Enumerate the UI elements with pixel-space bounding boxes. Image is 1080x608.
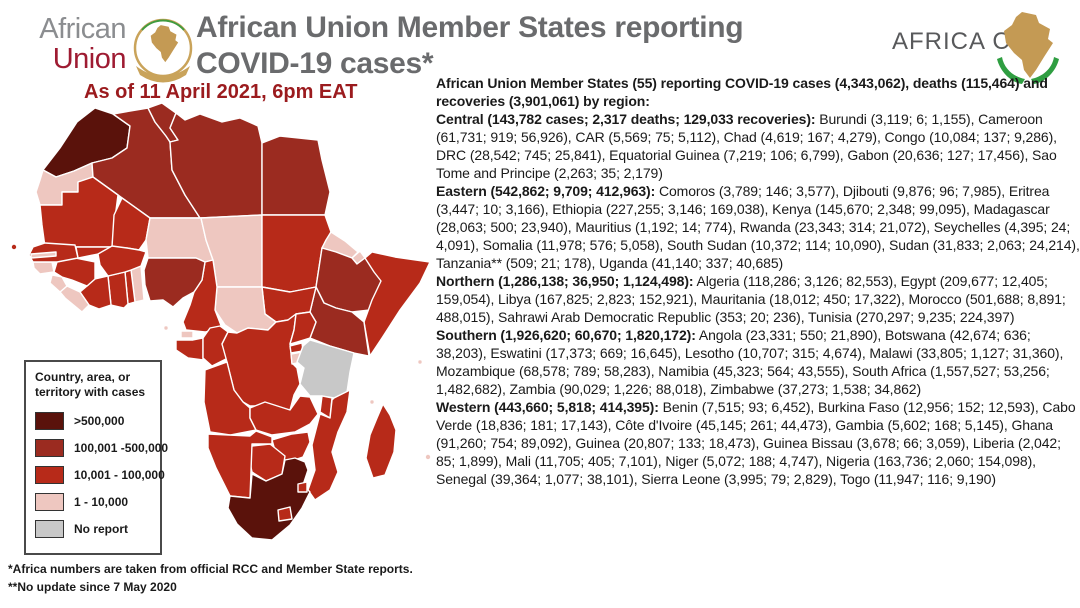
region-paragraph-northern: Northern (1,286,138; 36,950; 1,124,498):… [436,273,1066,325]
country-zambia [249,395,319,436]
legend-label: >500,000 [74,414,125,428]
legend-item: 100,001 -500,000 [35,439,168,457]
page-title-line1: African Union Member States reporting [196,11,744,44]
country-burkina-faso [97,245,147,277]
country-seychelles [417,359,423,365]
report-intro: African Union Member States (55) reporti… [436,75,1048,109]
footnote-2: **No update since 7 May 2020 [8,580,177,594]
africa-choropleth-map [0,100,440,570]
as-of-date: As of 11 April 2021, 6pm EAT [84,81,358,103]
country-cabo-verde [11,244,17,250]
country-sierra-leone [49,274,68,293]
country-eswatini [297,481,308,493]
country-equatorial-guinea [180,330,194,339]
au-logo-word-union: Union [52,43,127,75]
page-title-line2: COVID-19 cases* [196,47,434,80]
legend-swatch-100k-500k [35,439,64,457]
legend-swatch-no-report [35,520,64,538]
country-guinea-bissau [32,261,55,275]
legend-swatch-10k-100k [35,466,64,484]
footnotes: *Africa numbers are taken from official … [8,560,413,596]
legend-swatch-1-10k [35,493,64,511]
legend-item: No report [35,520,151,538]
country-gabon [175,337,204,361]
country-mauritius [425,454,431,460]
au-emblem-icon [128,10,198,95]
legend-item: 10,001 - 100,000 [35,466,165,484]
legend-item: >500,000 [35,412,151,430]
region-paragraph-eastern: Eastern (542,862; 9,709; 412,963): Comor… [436,183,1080,271]
page-title: African Union Member States reporting CO… [196,10,956,82]
region-paragraph-western: Western (443,660; 5,818; 414,395): Benin… [436,399,1076,487]
legend-label: No report [74,522,128,536]
country-comoros [369,399,375,405]
country-lesotho [277,506,293,522]
country-egypt [261,135,331,216]
footnote-1: *Africa numbers are taken from official … [8,562,413,576]
legend-title: Country, area, or territory with cases [35,370,146,399]
regional-report-text: African Union Member States (55) reporti… [436,74,1080,488]
map-legend: Country, area, or territory with cases >… [24,360,168,555]
country-gambia [30,251,57,259]
country-namibia [207,430,273,499]
legend-label: 100,001 -500,000 [74,441,169,455]
au-logo-wordmark: African Union [26,14,126,74]
legend-label: 1 - 10,000 [74,495,129,509]
country-somalia [363,251,431,357]
country-madagascar [365,403,397,479]
legend-label: 10,001 - 100,000 [74,468,165,482]
au-logo-word-african: African [39,13,126,45]
country-mozambique [307,389,351,501]
africa-cdc-emblem-icon [992,10,1064,91]
legend-item: 1 - 10,000 [35,493,151,511]
legend-swatch-over-500k [35,412,64,430]
region-paragraph-central: Central (143,782 cases; 2,317 deaths; 12… [436,111,1057,181]
country-nigeria [143,257,206,308]
country-uganda [289,311,317,345]
country-sao-tome-and-principe [163,325,169,331]
region-paragraph-southern: Southern (1,926,620; 60,670; 1,820,172):… [436,327,1064,397]
